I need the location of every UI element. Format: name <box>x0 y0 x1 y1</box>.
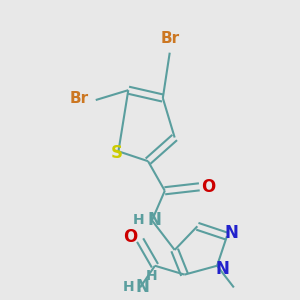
Text: H: H <box>132 213 144 227</box>
Text: O: O <box>123 228 137 246</box>
Text: N: N <box>135 278 149 296</box>
Text: N: N <box>225 224 239 242</box>
Text: H: H <box>146 268 158 283</box>
Text: S: S <box>110 144 122 162</box>
Text: N: N <box>148 212 162 230</box>
Text: O: O <box>201 178 215 196</box>
Text: Br: Br <box>69 91 88 106</box>
Text: Br: Br <box>160 32 179 46</box>
Text: N: N <box>215 260 229 278</box>
Text: H: H <box>122 280 134 294</box>
